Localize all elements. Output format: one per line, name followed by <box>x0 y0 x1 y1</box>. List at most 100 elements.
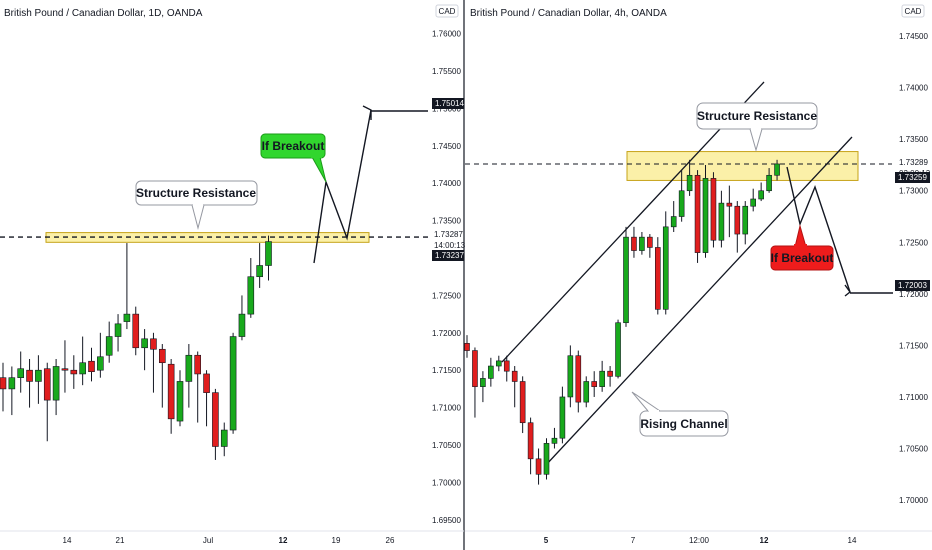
left-chart-title: British Pound / Canadian Dollar, 1D, OAN… <box>4 8 203 19</box>
bullish-candle <box>551 437 558 444</box>
rising-channel-label: Rising Channel <box>640 417 727 431</box>
bearish-candle <box>43 368 51 401</box>
bearish-candle <box>519 381 526 424</box>
bullish-candle <box>17 368 25 378</box>
right-currency-badge: CAD <box>901 4 925 18</box>
left-price-box-label: 1.73237 <box>435 251 464 260</box>
bullish-candle <box>488 365 494 379</box>
bearish-candle <box>132 313 140 349</box>
time-tick-label: 12 <box>760 536 769 545</box>
rejection-arrowhead <box>844 284 851 297</box>
bearish-candle <box>26 369 33 382</box>
right-candles <box>464 159 780 485</box>
left-currency-label: CAD <box>439 7 456 16</box>
bullish-candle <box>8 377 16 390</box>
bullish-candle <box>623 236 629 324</box>
price-tick-label: 1.71000 <box>899 393 928 402</box>
bullish-candle <box>678 190 685 217</box>
bullish-candle <box>52 366 60 401</box>
bearish-candle <box>694 174 701 253</box>
price-tick-label: 1.74500 <box>899 32 928 41</box>
time-tick-label: 14 <box>63 536 72 545</box>
structure-resistance-callout: Structure Resistance <box>135 180 258 230</box>
right-chart-title: British Pound / Canadian Dollar, 4h, OAN… <box>470 8 667 19</box>
bullish-candle <box>686 174 693 192</box>
bullish-candle <box>750 198 757 207</box>
left-candles <box>0 235 272 460</box>
bullish-candle <box>774 163 780 176</box>
time-tick-label: Jul <box>203 536 213 545</box>
bearish-candle <box>527 422 534 460</box>
bullish-candle <box>141 338 148 349</box>
bullish-candle <box>702 178 709 253</box>
price-tick-label: 1.70000 <box>899 496 928 505</box>
left-target-box: 1.75014 <box>432 98 464 109</box>
price-tick-label: 1.70500 <box>432 441 461 450</box>
bearish-candle <box>464 343 470 351</box>
bearish-candle <box>194 354 201 375</box>
bullish-candle <box>97 356 104 371</box>
bearish-candle <box>212 392 219 447</box>
bearish-candle <box>61 368 69 371</box>
time-tick-label: 5 <box>544 536 549 545</box>
price-tick-label: 1.70500 <box>899 445 928 454</box>
bearish-candle <box>167 363 175 420</box>
price-tick-label: 1.76000 <box>432 30 461 39</box>
structure-resistance-callout: Structure Resistance <box>696 102 818 152</box>
price-tick-label: 1.71000 <box>432 404 461 413</box>
price-tick-label: 1.72000 <box>899 290 928 299</box>
bearish-candle <box>0 377 7 390</box>
bullish-candle <box>495 360 502 367</box>
price-tick-label: 1.72000 <box>432 329 461 338</box>
bullish-candle <box>583 381 590 403</box>
bearish-candle <box>734 205 741 235</box>
bearish-candle <box>203 373 210 393</box>
if-breakout-callout: If Breakout <box>770 224 834 271</box>
right-price-axis: 1.74500 1.74000 1.73500 1.73000 1.72500 1.720… <box>899 32 928 505</box>
if-breakout-label: If Breakout <box>771 251 834 265</box>
bearish-candle <box>726 202 733 207</box>
right-price-box-label: 1.73259 <box>898 173 927 182</box>
left-price-box: 1.73237 <box>432 250 464 261</box>
bullish-candle <box>176 381 184 422</box>
price-tick-label: 1.73500 <box>432 217 461 226</box>
time-tick-label: 26 <box>386 536 395 545</box>
price-tick-label: 1.70000 <box>432 478 461 487</box>
time-tick-label: 12 <box>279 536 288 545</box>
bearish-candle <box>503 360 510 372</box>
price-tick-label: 1.72500 <box>899 238 928 247</box>
bearish-candle <box>535 458 542 475</box>
bullish-candle <box>247 276 255 315</box>
bullish-candle <box>758 190 764 200</box>
bearish-candle <box>70 369 78 375</box>
right-target-box-label: 1.72003 <box>898 281 927 290</box>
left-target-box-label: 1.75014 <box>435 99 464 108</box>
bullish-candle <box>662 226 669 310</box>
price-tick-label: 1.73000 <box>899 187 928 196</box>
bullish-candle <box>220 429 228 447</box>
projected-rejection-path <box>786 166 851 293</box>
bullish-candle <box>114 323 122 337</box>
bearish-candle <box>511 370 518 382</box>
bullish-candle <box>639 236 645 251</box>
bullish-candle <box>543 443 550 475</box>
bullish-candle <box>265 241 272 266</box>
if-breakout-label: If Breakout <box>262 139 325 153</box>
breakout-arrowhead <box>362 105 372 120</box>
left-chart-panel: British Pound / Canadian Dollar, 1D, OAN… <box>0 4 466 545</box>
bullish-candle <box>79 362 86 375</box>
left-current-price-label: 1.73287 <box>434 230 463 239</box>
bullish-candle <box>599 370 605 387</box>
price-tick-label: 1.71500 <box>432 366 461 375</box>
time-tick-label: 19 <box>332 536 341 545</box>
left-current-price: 1.73287 14:00:13 <box>434 230 466 250</box>
right-chart-panel: British Pound / Canadian Dollar, 4h, OAN… <box>464 4 931 545</box>
right-time-axis: 5 7 12:00 12 14 <box>544 536 857 545</box>
channel-lower-line <box>544 136 853 467</box>
right-currency-label: CAD <box>905 7 922 16</box>
bearish-candle <box>88 360 95 373</box>
bearish-candle <box>631 236 637 251</box>
bullish-candle <box>670 216 677 228</box>
price-tick-label: 1.73500 <box>899 135 928 144</box>
